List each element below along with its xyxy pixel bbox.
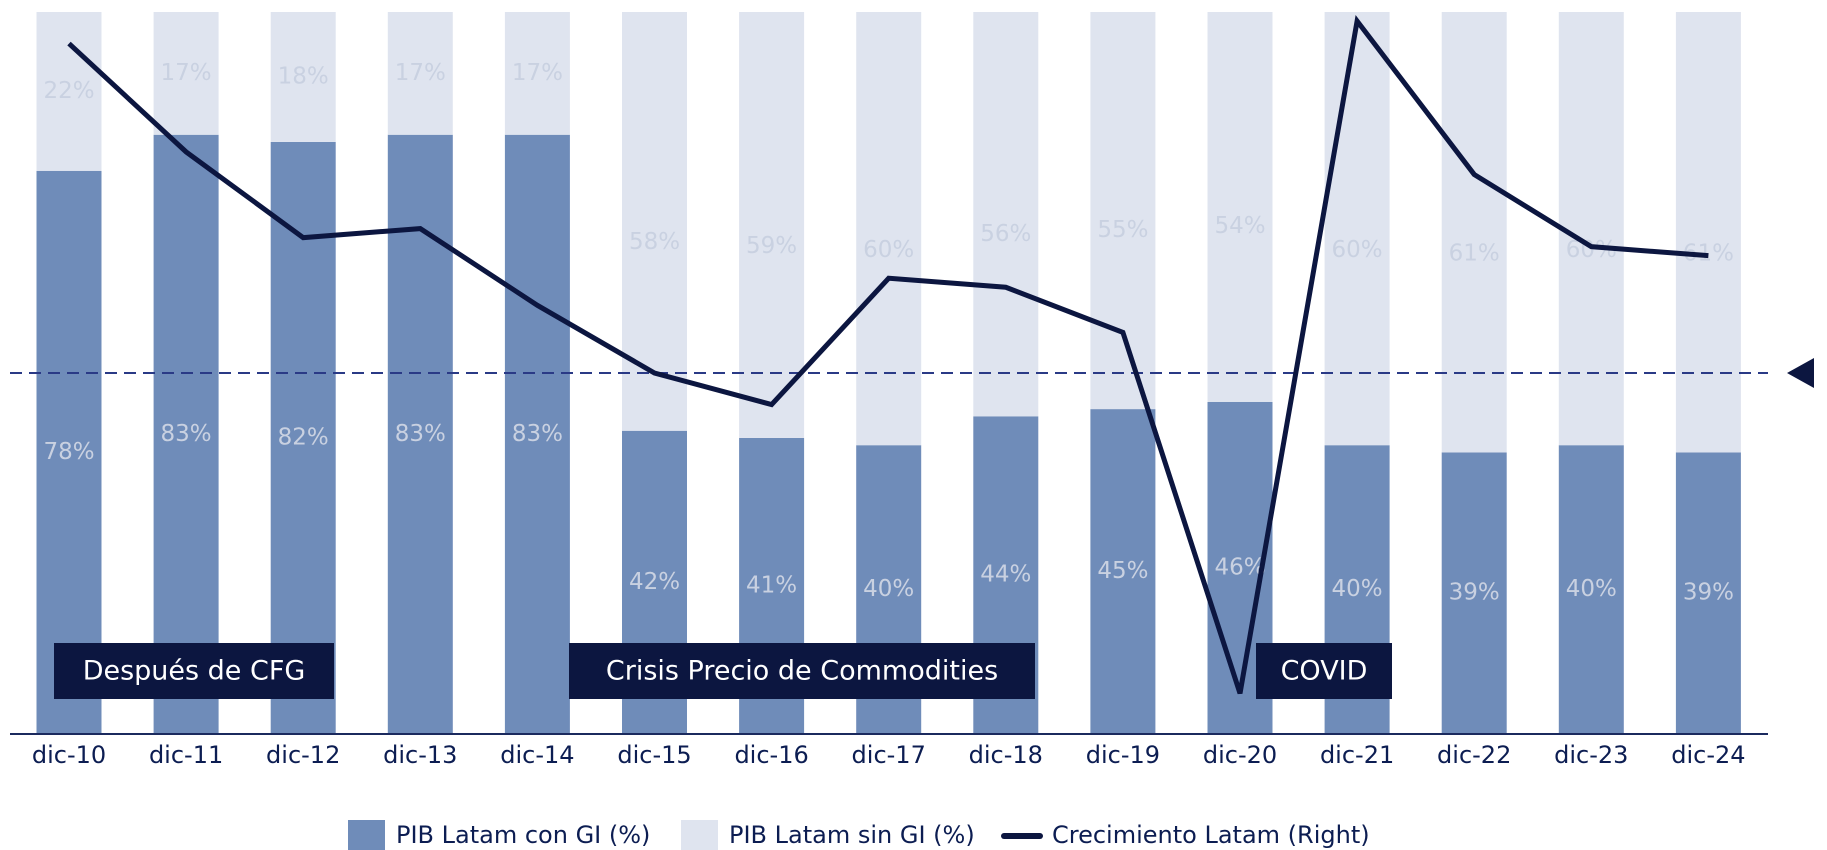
legend-swatch — [681, 820, 718, 850]
value-label: 46% — [1214, 554, 1265, 580]
bar-segment — [1324, 12, 1390, 446]
bar-segment — [504, 12, 570, 135]
annotation: Crisis Precio de Commodities — [606, 656, 998, 687]
value-label: 39% — [1449, 580, 1500, 606]
bar-segment — [1558, 12, 1624, 446]
annotation: COVID — [1281, 656, 1368, 687]
bar-segment — [739, 12, 805, 438]
bar-segment — [622, 12, 687, 431]
x-tick-label: dic-18 — [969, 741, 1043, 769]
bar-segment — [856, 12, 922, 446]
bar-segment — [1675, 452, 1741, 734]
value-label: 60% — [1332, 237, 1383, 263]
bar-segment — [1558, 445, 1624, 734]
x-tick-label: dic-16 — [734, 741, 808, 769]
x-tick-label: dic-19 — [1086, 741, 1160, 769]
value-label: 18% — [278, 63, 329, 89]
bar-segment — [153, 12, 219, 135]
x-tick-label: dic-24 — [1671, 741, 1745, 769]
bar-segment — [36, 12, 102, 171]
value-label: 83% — [395, 421, 446, 447]
legend-swatch — [348, 820, 385, 850]
bar-segment — [36, 170, 102, 735]
annotation-box — [54, 643, 334, 699]
value-label: 40% — [863, 576, 914, 602]
value-label: 60% — [863, 237, 914, 263]
annotation-box — [1256, 643, 1392, 699]
value-label: 83% — [512, 421, 563, 447]
bar-segment — [270, 141, 336, 734]
value-label: 17% — [395, 60, 446, 86]
value-label: 39% — [1683, 580, 1734, 606]
x-tick-label: dic-14 — [500, 741, 574, 769]
bar-segment — [1090, 12, 1156, 410]
x-tick-label: dic-21 — [1320, 741, 1394, 769]
bar-segment — [270, 12, 336, 142]
value-label: 17% — [161, 60, 212, 86]
value-label: 42% — [629, 569, 680, 595]
annotation-box — [569, 643, 1035, 699]
value-label: 40% — [1332, 576, 1383, 602]
value-label: 22% — [43, 78, 94, 104]
bar-segment — [387, 12, 453, 135]
value-label: 54% — [1214, 213, 1265, 239]
line — [67, 14, 1709, 695]
bar-segment — [1675, 12, 1741, 453]
value-label: 17% — [512, 60, 563, 86]
x-tick-label: dic-13 — [383, 741, 457, 769]
x-tick-label: dic-12 — [266, 741, 340, 769]
value-label: 61% — [1449, 241, 1500, 267]
bar-segment — [387, 134, 453, 735]
annotation: Después de CFG — [83, 656, 306, 687]
value-label: 56% — [980, 221, 1031, 247]
x-tick-label: dic-15 — [617, 741, 691, 769]
bar-segment — [504, 134, 570, 735]
value-label: 45% — [1097, 558, 1148, 584]
bar-segment — [1441, 452, 1507, 734]
value-label: 55% — [1097, 217, 1148, 243]
bar-segment — [1207, 12, 1273, 402]
value-label: 58% — [629, 229, 680, 255]
x-tick-label: dic-22 — [1437, 741, 1511, 769]
bar-segment — [153, 134, 219, 735]
value-label: 44% — [980, 562, 1031, 588]
bar-segment — [1090, 409, 1156, 734]
value-label: 59% — [746, 233, 797, 259]
reference-arrow — [1787, 358, 1814, 388]
x-tick-label: dic-20 — [1203, 741, 1277, 769]
x-tick-label: dic-23 — [1554, 741, 1628, 769]
x-tick-label: dic-17 — [852, 741, 926, 769]
x-tick-label: dic-10 — [32, 741, 106, 769]
bar-segment — [1441, 12, 1507, 453]
x-tick-label: dic-11 — [149, 741, 223, 769]
legend-label: PIB Latam con GI (%) — [396, 821, 650, 849]
value-label: 82% — [278, 424, 329, 450]
value-label: 40% — [1566, 576, 1617, 602]
bar-segment — [973, 12, 1039, 417]
legend-label: Crecimiento Latam (Right) — [1052, 821, 1370, 849]
value-label: 78% — [43, 439, 94, 465]
value-label: 41% — [746, 572, 797, 598]
value-label: 83% — [161, 421, 212, 447]
legend-label: PIB Latam sin GI (%) — [729, 821, 975, 849]
